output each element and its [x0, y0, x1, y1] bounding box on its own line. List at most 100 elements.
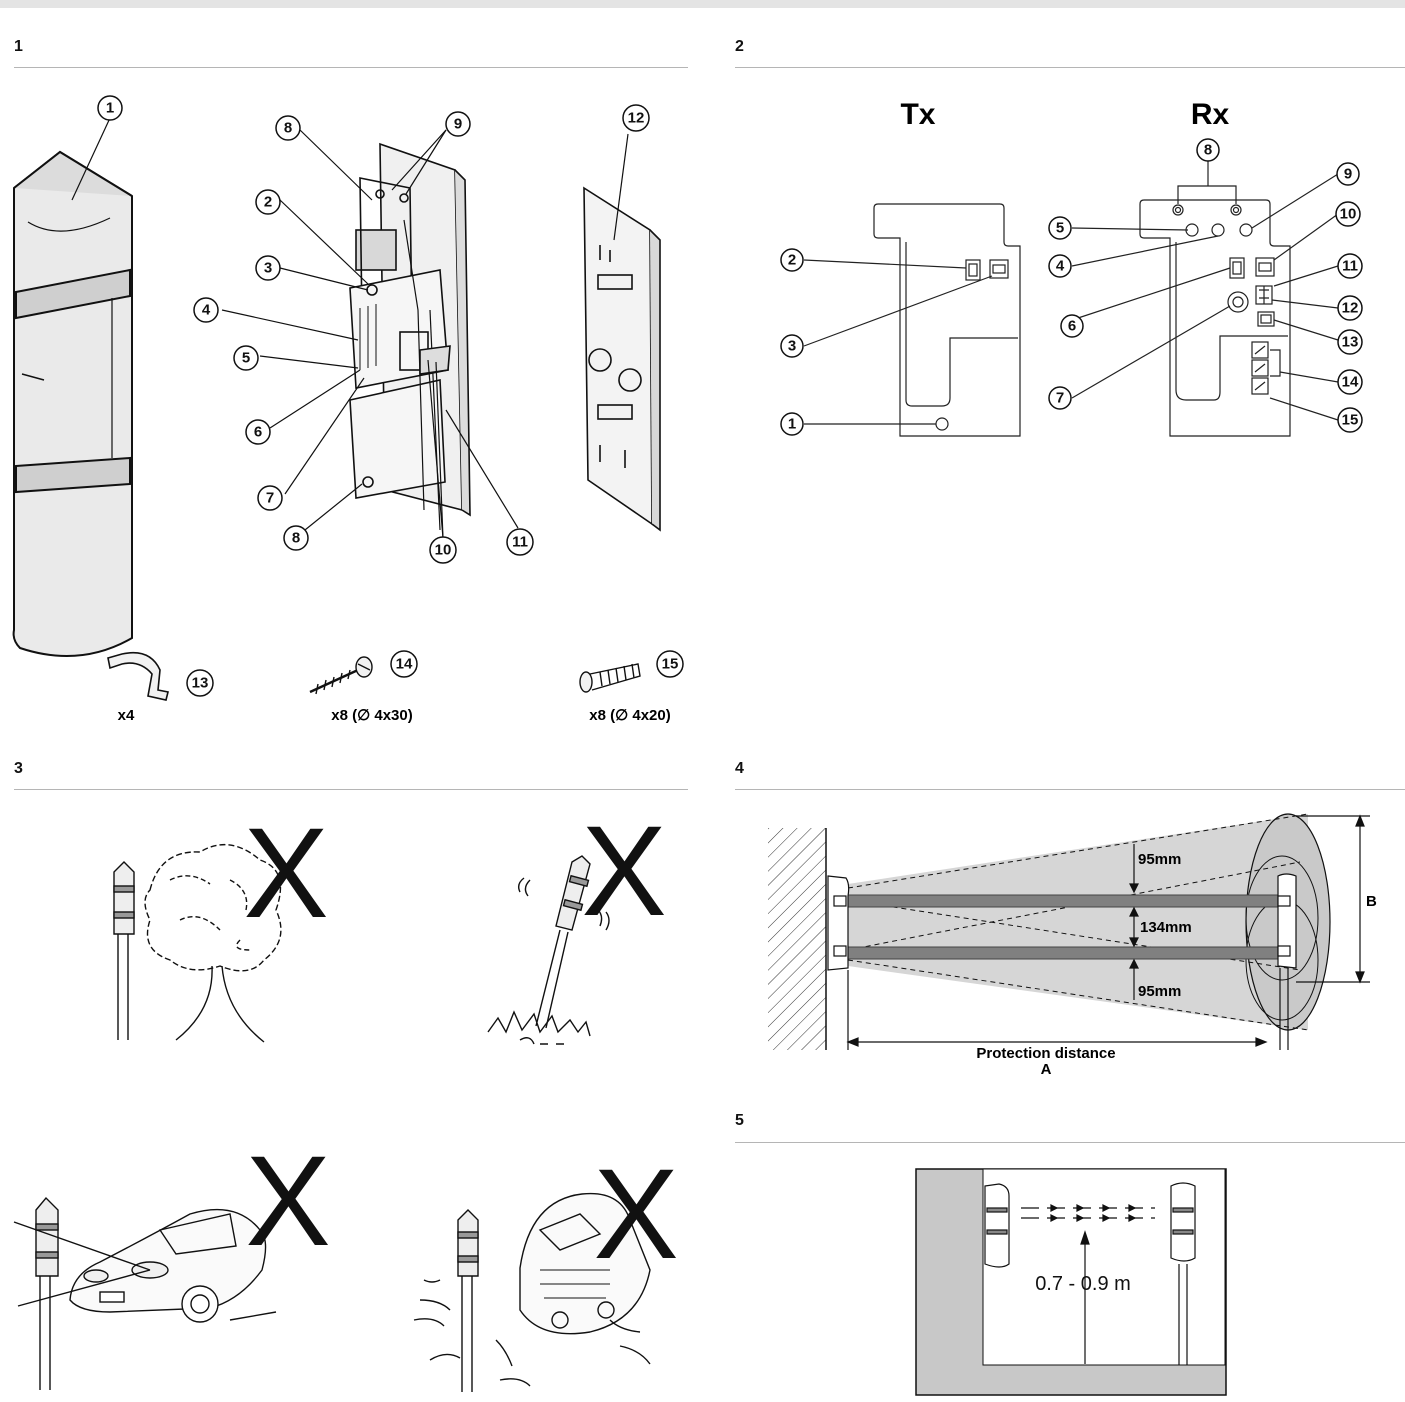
- svg-text:12: 12: [1342, 300, 1359, 317]
- svg-text:1: 1: [788, 416, 796, 433]
- qty-machine-screw: x8 (∅ 4x20): [589, 707, 670, 724]
- svg-text:13: 13: [1342, 334, 1359, 351]
- tx-callout-3: 3: [780, 334, 804, 358]
- figure-1-components: 1 2 3 4 5 6 7 8 8 9 10 11 12 13 14 15 x4…: [12, 95, 684, 724]
- receiver-unit: [1277, 873, 1297, 1050]
- svg-text:6: 6: [1068, 318, 1076, 335]
- top-bar: [0, 0, 1405, 8]
- callout-11: 11: [506, 528, 534, 556]
- tx-callout-2: 2: [780, 248, 804, 272]
- sensor-near-vehicle-splash: [413, 1192, 651, 1392]
- rx-callout-13: 13: [1337, 329, 1363, 355]
- sensor-body-illustration: [349, 142, 471, 531]
- svg-text:7: 7: [1056, 390, 1064, 407]
- height-arrow: [1080, 1230, 1090, 1364]
- svg-text:15: 15: [1342, 412, 1359, 429]
- protection-distance-label: Protection distance: [976, 1045, 1115, 1062]
- prohibited-mark-2: X: [581, 800, 666, 943]
- section-3-rule: [14, 789, 688, 790]
- callout-12: 12: [622, 104, 650, 132]
- callout-8-top: 8: [275, 115, 301, 141]
- svg-text:4: 4: [1056, 258, 1065, 275]
- beam-gap-label: 134mm: [1140, 919, 1192, 936]
- height-range-label: 0.7 - 0.9 m: [1035, 1273, 1131, 1295]
- svg-text:3: 3: [264, 260, 272, 277]
- svg-text:12: 12: [628, 110, 645, 127]
- rx-callout-10: 10: [1335, 201, 1361, 227]
- dimension-b: [1296, 814, 1370, 984]
- section-4-rule: [735, 789, 1405, 790]
- tx-callout-1: 1: [780, 412, 804, 436]
- wood-screw-illustration: [309, 656, 373, 695]
- callout-1: 1: [97, 95, 123, 121]
- clamp-illustration: [107, 651, 169, 701]
- svg-text:6: 6: [254, 424, 262, 441]
- rx-callout-15: 15: [1337, 407, 1363, 433]
- dimension-b-label: B: [1366, 893, 1377, 910]
- transmitter-unit: [827, 875, 850, 971]
- rx-callout-12: 12: [1337, 295, 1363, 321]
- svg-text:2: 2: [264, 194, 272, 211]
- section-5-rule: [735, 1142, 1405, 1143]
- tx-title: Tx: [900, 98, 935, 131]
- figure-4-beam-spread: 95mm 134mm 95mm B Protection distance A: [768, 813, 1377, 1078]
- upper-beam: [847, 894, 1279, 908]
- prohibited-mark-1: X: [243, 802, 328, 945]
- svg-text:15: 15: [662, 656, 679, 673]
- gap-arrows: [1129, 844, 1139, 1000]
- distance-letter-a: A: [1041, 1061, 1052, 1078]
- svg-text:11: 11: [512, 534, 528, 551]
- prohibited-mark-4: X: [593, 1143, 678, 1286]
- svg-text:8: 8: [284, 120, 292, 137]
- svg-text:5: 5: [1056, 220, 1064, 237]
- qty-clamp: x4: [118, 707, 135, 724]
- svg-text:X: X: [581, 800, 666, 943]
- callout-10: 10: [429, 536, 457, 564]
- svg-text:9: 9: [454, 116, 462, 133]
- svg-text:X: X: [593, 1143, 678, 1286]
- section-2-number: 2: [735, 38, 744, 55]
- rx-callout-7: 7: [1048, 386, 1072, 410]
- top-gap-label: 95mm: [1138, 851, 1181, 868]
- svg-text:9: 9: [1344, 166, 1352, 183]
- svg-text:14: 14: [1342, 374, 1359, 391]
- sensor-near-tree: [113, 843, 282, 1043]
- callout-5: 5: [233, 345, 259, 371]
- inner-ellipse-top: [1245, 855, 1319, 981]
- section-1-rule: [14, 67, 688, 68]
- beam-arrows: [1021, 1204, 1155, 1222]
- callout-13: 13: [186, 669, 214, 697]
- rx-callout-9: 9: [1336, 162, 1360, 186]
- wall-hatch: [768, 828, 826, 1050]
- section-5-number: 5: [735, 1112, 744, 1129]
- svg-text:5: 5: [242, 350, 250, 367]
- svg-text:X: X: [245, 1130, 330, 1273]
- sensor-near-car-headlights: [13, 1196, 277, 1390]
- rx-callout-14: 14: [1337, 369, 1363, 395]
- right-detector: [1170, 1182, 1196, 1365]
- section-2-rule: [735, 67, 1405, 68]
- svg-text:2: 2: [788, 252, 796, 269]
- svg-text:1: 1: [106, 100, 114, 117]
- svg-text:8: 8: [292, 530, 300, 547]
- callout-3: 3: [255, 255, 281, 281]
- svg-text:13: 13: [192, 675, 209, 692]
- mounting-plate-illustration: [583, 186, 661, 532]
- figure-1-leaders: [71, 117, 629, 539]
- sensor-cover-illustration: [12, 150, 133, 657]
- callout-7: 7: [257, 485, 283, 511]
- callout-6: 6: [245, 419, 271, 445]
- tx-leaders: [803, 259, 993, 425]
- figure-2-board-layout: Tx Rx 1 2 3: [780, 98, 1363, 437]
- rx-callout-5: 5: [1048, 216, 1072, 240]
- figure-5-mounting-height: 0.7 - 0.9 m: [915, 1168, 1227, 1396]
- callout-4: 4: [193, 297, 219, 323]
- sensor-on-unstable-ground: [487, 855, 610, 1045]
- rx-title: Rx: [1191, 98, 1230, 131]
- callout-15: 15: [656, 650, 684, 678]
- rx-callout-11: 11: [1337, 253, 1363, 279]
- svg-text:7: 7: [266, 490, 274, 507]
- bottom-gap-label: 95mm: [1138, 983, 1181, 1000]
- svg-text:10: 10: [1340, 206, 1357, 223]
- dimension-a: [846, 970, 1268, 1050]
